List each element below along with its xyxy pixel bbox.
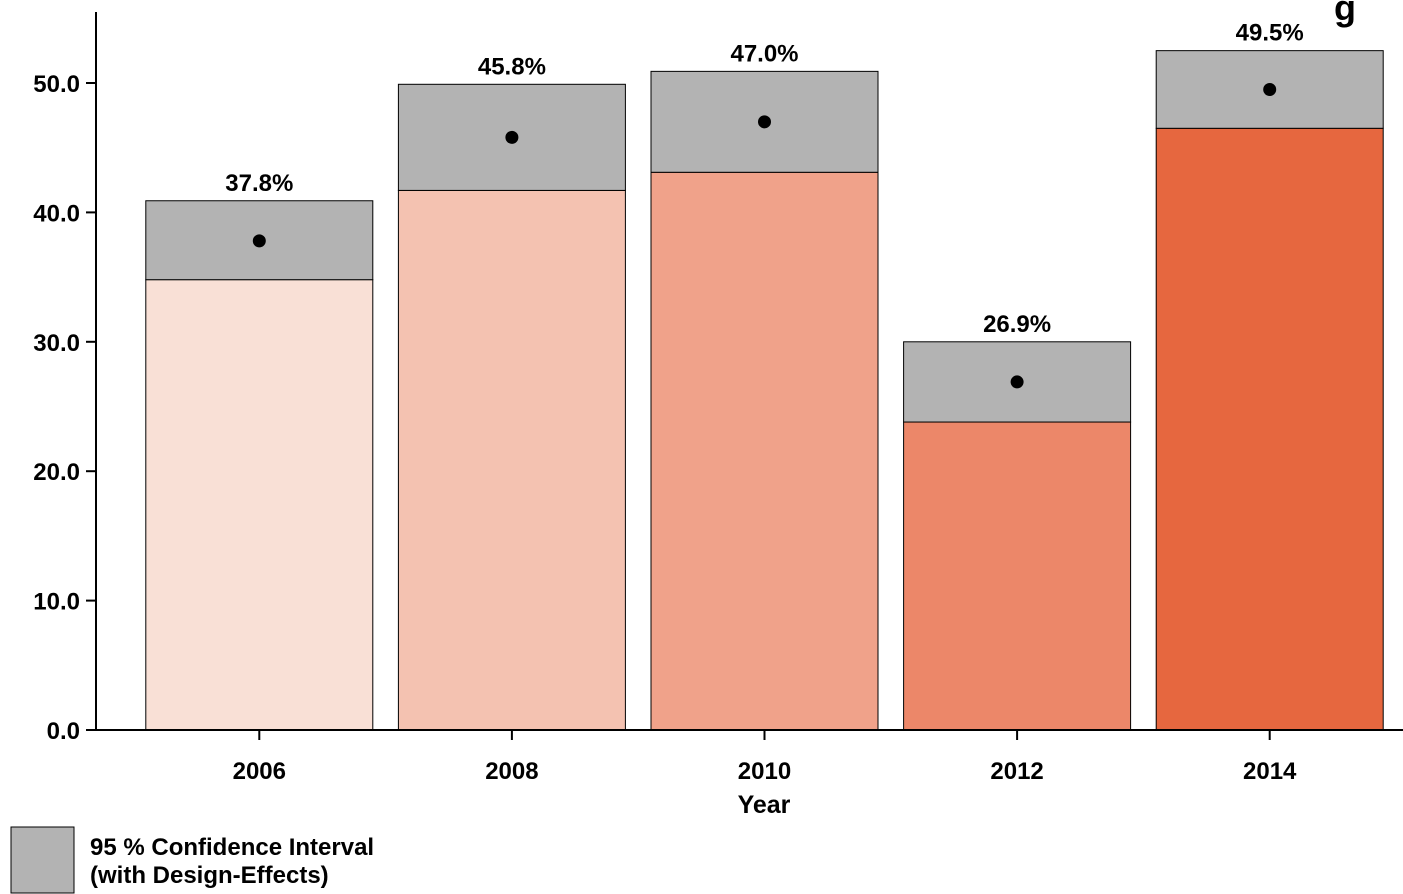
bar-2014 <box>1155 127 1384 731</box>
x-ticks: 2006 2008 2010 2012 2014 <box>233 730 1297 785</box>
point-estimate-2008 <box>505 130 519 144</box>
bars-layer <box>145 50 1384 731</box>
data-label-2014: 49.5% <box>1236 20 1304 47</box>
data-label-2008: 45.8% <box>478 53 546 80</box>
data-label-2010: 47.0% <box>730 40 798 67</box>
point-estimate-2014 <box>1263 82 1277 96</box>
chart-title-fragment: g <box>1334 0 1356 28</box>
data-labels-layer: 37.8% 45.8% 47.0% 26.9% 49.5% <box>225 20 1303 338</box>
bar-2010 <box>650 171 879 731</box>
y-tick-label-20: 20.0 <box>33 459 80 486</box>
y-tick-label-30: 30.0 <box>33 330 80 357</box>
y-ticks: 0.0 10.0 20.0 30.0 40.0 50.0 <box>33 71 96 745</box>
x-tick-label-2008: 2008 <box>485 758 538 785</box>
x-tick-label-2010: 2010 <box>738 758 791 785</box>
bar-2006 <box>145 279 374 731</box>
y-tick-label-0: 0.0 <box>47 718 80 745</box>
y-tick-label-10: 10.0 <box>33 589 80 616</box>
bar-2008 <box>397 189 626 731</box>
data-label-2012: 26.9% <box>983 311 1051 338</box>
point-estimate-2006 <box>252 234 266 248</box>
point-estimate-2010 <box>758 115 771 129</box>
legend-label-line2: (with Design-Effects) <box>90 862 329 889</box>
bar-2012 <box>903 421 1132 731</box>
axes-layer <box>95 12 1403 731</box>
legend: 95 % Confidence Interval (with Design-Ef… <box>10 826 374 894</box>
y-tick-label-50: 50.0 <box>33 71 80 98</box>
x-tick-label-2012: 2012 <box>990 758 1043 785</box>
data-label-2006: 37.8% <box>225 170 293 197</box>
legend-swatch-ci <box>10 826 75 894</box>
point-estimate-2012 <box>1010 375 1024 389</box>
y-tick-label-40: 40.0 <box>33 200 80 227</box>
x-tick-label-2014: 2014 <box>1243 758 1297 785</box>
x-axis-label: Year <box>738 791 791 819</box>
x-tick-label-2006: 2006 <box>233 758 286 785</box>
legend-label-line1: 95 % Confidence Interval <box>90 834 374 861</box>
